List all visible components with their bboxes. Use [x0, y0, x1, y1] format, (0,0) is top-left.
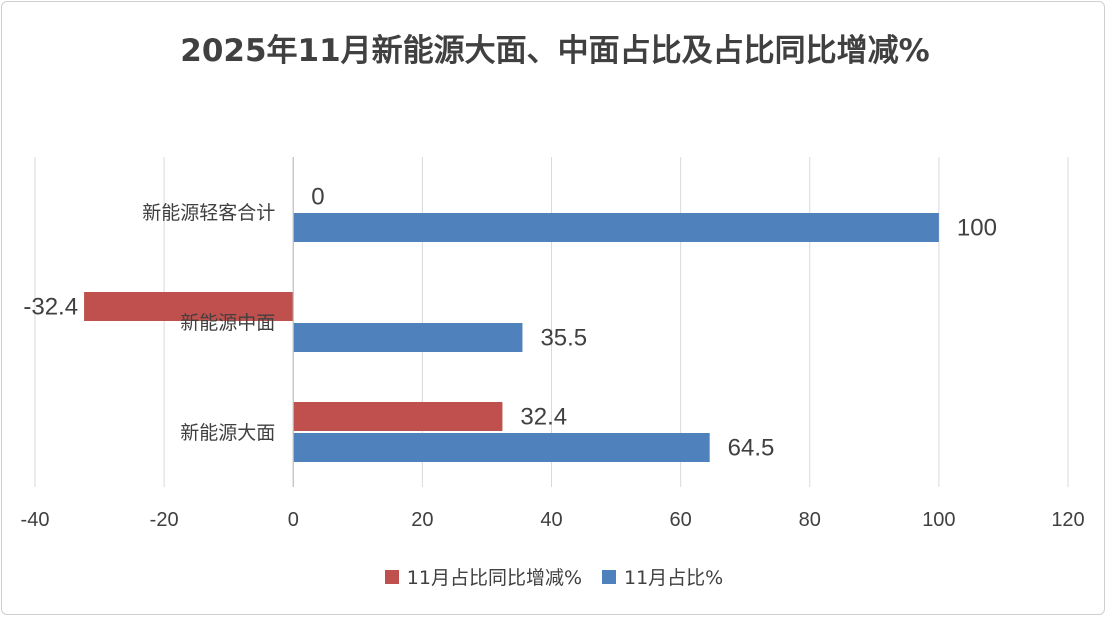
category-label: 新能源大面: [180, 422, 275, 444]
x-tick-label: 120: [1051, 509, 1084, 531]
bar: [293, 402, 503, 431]
x-tick-label: 20: [411, 509, 433, 531]
data-label: 64.5: [728, 435, 775, 462]
legend-label-share: 11月占比%: [624, 567, 724, 589]
x-tick-label: 100: [922, 509, 955, 531]
bar: [293, 213, 939, 242]
data-label: 32.4: [520, 404, 567, 431]
x-tick-label: 40: [540, 509, 562, 531]
bar: [84, 292, 294, 321]
x-tick-label: 0: [288, 509, 299, 531]
x-tick-label: -40: [21, 509, 50, 531]
bar: [293, 433, 710, 462]
chart-title: 2025年11月新能源大面、中面占比及占比同比增减%: [180, 33, 930, 69]
x-tick-label: -20: [150, 509, 179, 531]
data-label: 35.5: [540, 325, 587, 352]
bar: [293, 323, 523, 352]
data-label: -32.4: [23, 294, 78, 321]
legend-item-change: 11月占比同比增减%: [384, 563, 582, 590]
x-tick-label: 80: [799, 509, 821, 531]
legend-swatch-change: [384, 569, 399, 584]
category-label: 新能源轻客合计: [142, 202, 275, 224]
legend-label-change: 11月占比同比增减%: [406, 567, 582, 589]
data-label: 0: [311, 184, 324, 211]
legend: 11月占比同比增减% 11月占比%: [0, 563, 1108, 590]
legend-item-share: 11月占比%: [602, 563, 723, 590]
legend-swatch-share: [602, 569, 616, 584]
category-label: 新能源中面: [180, 312, 275, 334]
data-label: 100: [957, 215, 997, 242]
x-tick-label: 60: [670, 509, 692, 531]
